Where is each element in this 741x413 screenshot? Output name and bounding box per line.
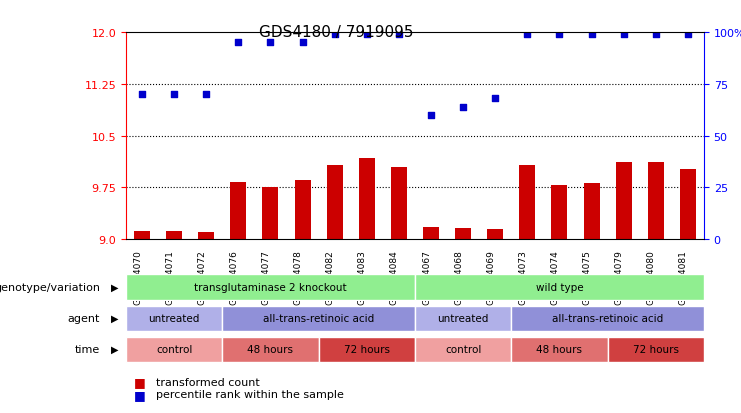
Point [682,32,694,38]
FancyBboxPatch shape [511,337,608,362]
Bar [262,188,279,240]
Bar [423,227,439,240]
Text: time: time [75,344,100,354]
Point [361,32,373,38]
FancyBboxPatch shape [222,337,319,362]
Bar [551,185,568,240]
Bar [359,159,375,240]
Text: control: control [156,344,193,354]
Text: wild type: wild type [536,282,583,292]
Text: all-trans-retinoic acid: all-trans-retinoic acid [552,313,663,323]
Bar [488,229,503,240]
FancyBboxPatch shape [511,306,704,331]
Text: ▶: ▶ [111,282,119,292]
Text: ■: ■ [133,388,145,401]
Text: agent: agent [67,313,100,323]
Text: 48 hours: 48 hours [247,344,293,354]
Point [457,104,469,111]
Bar [648,162,664,240]
FancyBboxPatch shape [222,306,415,331]
Point [650,32,662,38]
Bar [519,165,535,240]
Text: 48 hours: 48 hours [536,344,582,354]
Text: control: control [445,344,482,354]
Point [393,32,405,38]
Bar [616,162,631,240]
Bar [134,231,150,240]
Text: genotype/variation: genotype/variation [0,282,100,292]
Point [522,32,534,38]
Point [296,40,308,47]
Bar [679,169,696,240]
Text: transglutaminase 2 knockout: transglutaminase 2 knockout [194,282,347,292]
Point [136,92,148,98]
Text: untreated: untreated [148,313,200,323]
FancyBboxPatch shape [126,275,415,300]
Point [168,92,180,98]
Point [329,32,341,38]
Text: ■: ■ [133,375,145,389]
Point [618,32,630,38]
Text: all-trans-retinoic acid: all-trans-retinoic acid [263,313,374,323]
Text: 72 hours: 72 hours [633,344,679,354]
FancyBboxPatch shape [415,337,511,362]
Bar [295,181,310,240]
Text: 72 hours: 72 hours [344,344,390,354]
Bar [166,231,182,240]
FancyBboxPatch shape [319,337,415,362]
Text: ▶: ▶ [111,344,119,354]
Bar [230,183,246,240]
Point [585,32,597,38]
Text: ▶: ▶ [111,313,119,323]
Point [265,40,276,47]
Point [233,40,245,47]
FancyBboxPatch shape [415,306,511,331]
Text: untreated: untreated [437,313,489,323]
Point [200,92,212,98]
Point [489,96,501,102]
Point [425,112,437,119]
Text: percentile rank within the sample: percentile rank within the sample [156,389,344,399]
Bar [327,165,342,240]
FancyBboxPatch shape [608,337,704,362]
FancyBboxPatch shape [126,337,222,362]
Bar [199,233,214,240]
Text: transformed count: transformed count [156,377,259,387]
FancyBboxPatch shape [126,306,222,331]
Bar [584,183,599,240]
Bar [455,228,471,240]
Point [554,32,565,38]
Bar [391,167,407,240]
Text: GDS4180 / 7919095: GDS4180 / 7919095 [259,25,414,40]
FancyBboxPatch shape [415,275,704,300]
